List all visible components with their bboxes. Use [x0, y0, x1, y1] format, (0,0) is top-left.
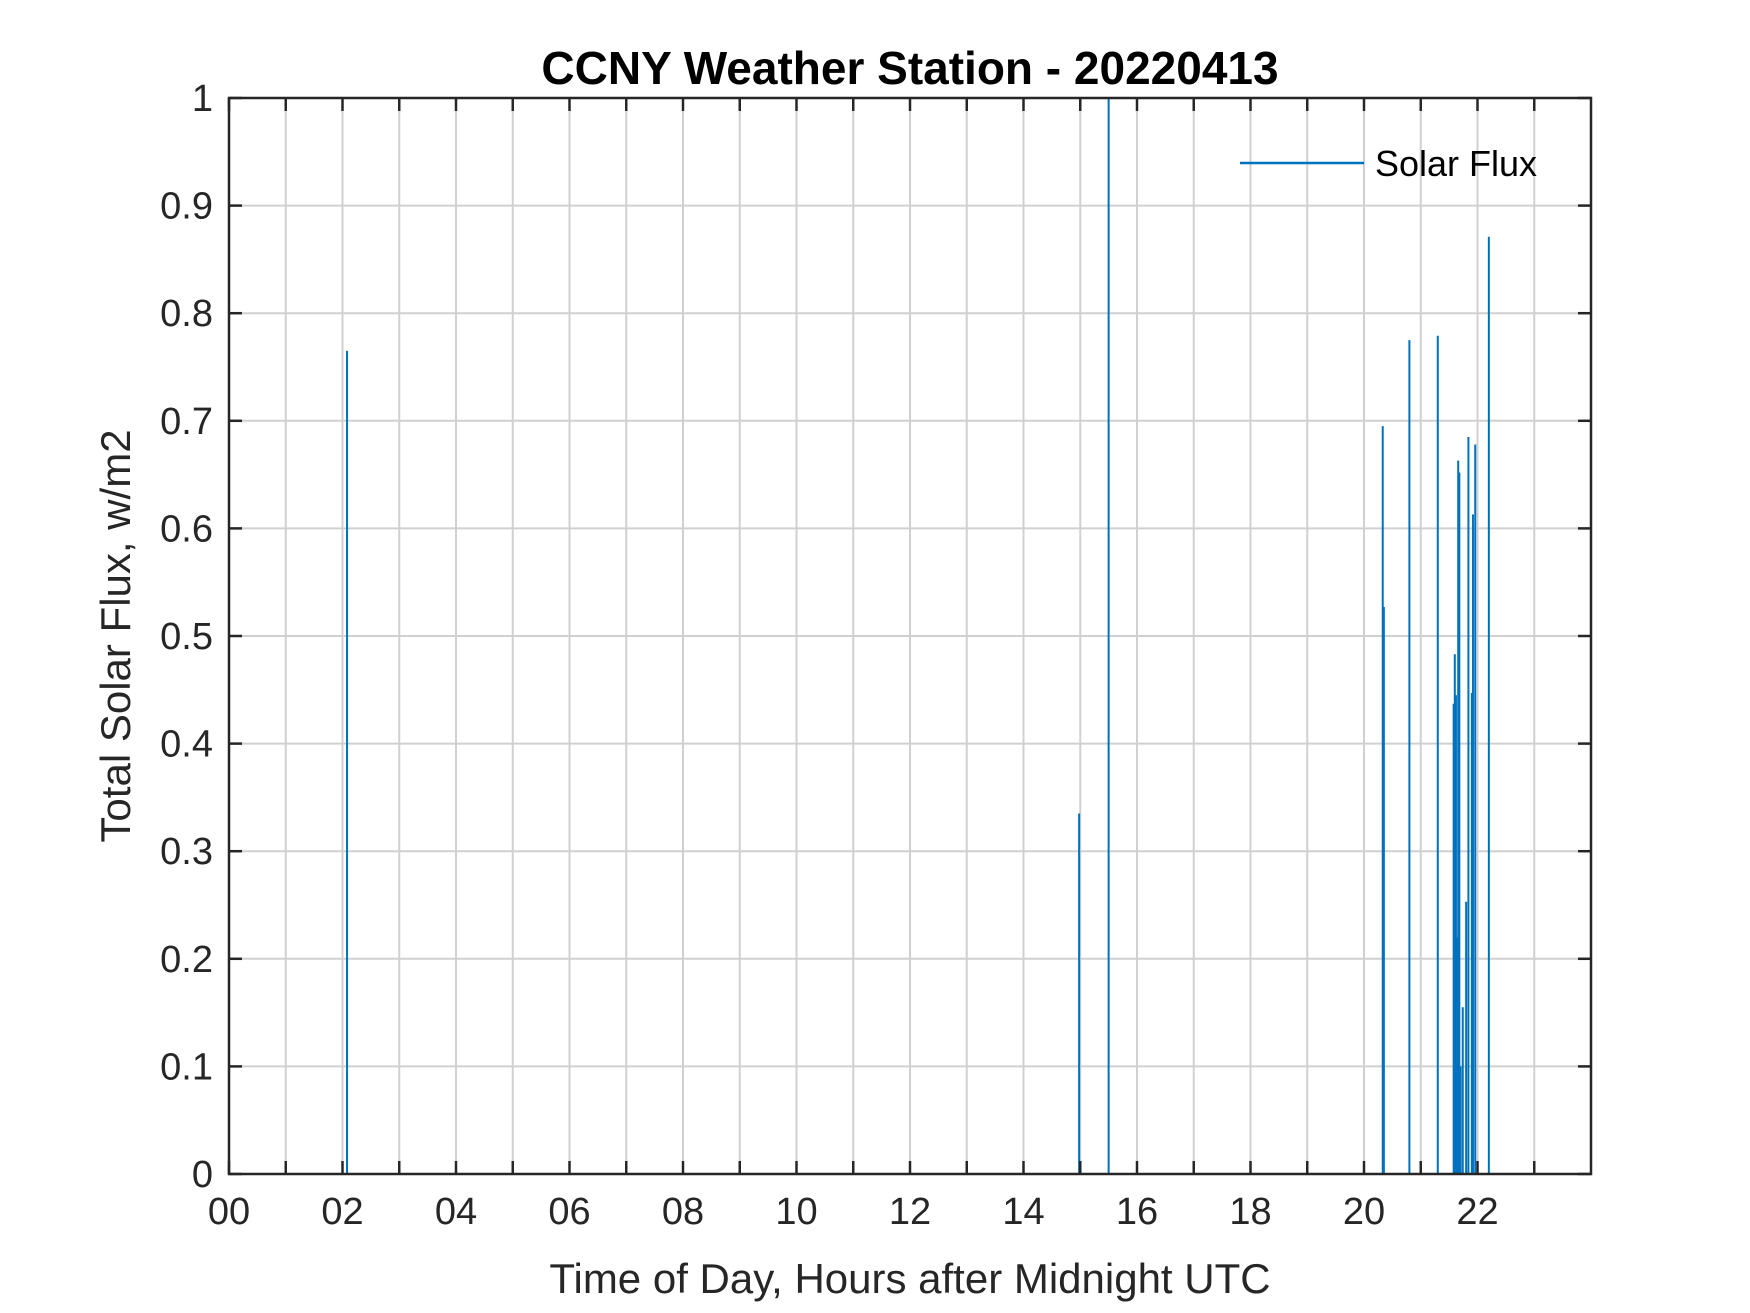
x-tick-label: 06: [548, 1191, 590, 1233]
x-tick-label: 08: [662, 1191, 704, 1233]
y-tick-label: 0.3: [160, 831, 213, 873]
y-tick-label: 1: [192, 78, 213, 120]
y-tick-label: 0.9: [160, 186, 213, 228]
y-tick-label: 0.7: [160, 401, 213, 443]
plot-frame: [227, 96, 1593, 1176]
y-axis-label: Total Solar Flux, w/m2: [92, 429, 139, 842]
y-tick-label: 0.5: [160, 616, 213, 658]
x-tick-label: 16: [1116, 1191, 1158, 1233]
y-tick-label: 0.4: [160, 724, 213, 766]
tick-layer: 00 02 04 06 08 10 12 14 16 18 20 22 0 0.1 0.2 0.3 0.4 0.5…: [160, 78, 1591, 1233]
x-tick-label: 20: [1343, 1191, 1385, 1233]
x-tick-label: 22: [1456, 1191, 1498, 1233]
x-tick-label: 00: [208, 1191, 250, 1233]
y-tick-label: 0.2: [160, 939, 213, 981]
y-tick-label: 0.1: [160, 1046, 213, 1088]
x-tick-label: 12: [889, 1191, 931, 1233]
y-tick-label: 0: [192, 1154, 213, 1196]
series-layer: [346, 98, 1490, 1174]
chart-title: CCNY Weather Station - 20220413: [541, 42, 1278, 94]
x-tick-label: 14: [1002, 1191, 1044, 1233]
legend: Solar Flux: [1240, 143, 1537, 184]
y-tick-label: 0.6: [160, 508, 213, 550]
y-tick-label: 0.8: [160, 293, 213, 335]
x-tick-label: 10: [775, 1191, 817, 1233]
x-tick-label: 18: [1229, 1191, 1271, 1233]
x-tick-label: 04: [435, 1191, 477, 1233]
x-axis-label: Time of Day, Hours after Midnight UTC: [549, 1255, 1270, 1302]
x-tick-label: 02: [321, 1191, 363, 1233]
legend-label-solar-flux: Solar Flux: [1375, 143, 1537, 184]
